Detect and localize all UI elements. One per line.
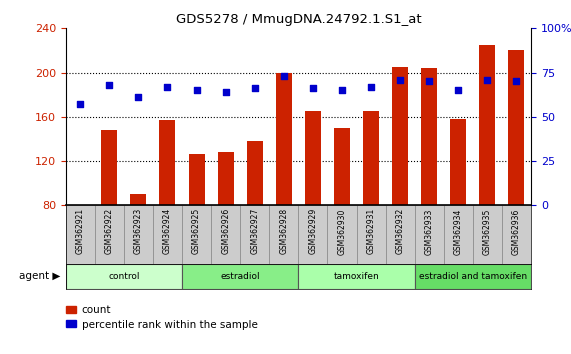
Bar xyxy=(124,205,153,264)
Point xyxy=(279,73,288,79)
Text: GSM362927: GSM362927 xyxy=(250,208,259,255)
Bar xyxy=(159,120,175,205)
Bar xyxy=(305,111,321,205)
Bar xyxy=(392,67,408,205)
Bar xyxy=(276,73,292,205)
Bar xyxy=(363,111,379,205)
Point xyxy=(221,89,230,95)
Text: estradiol: estradiol xyxy=(220,272,260,281)
Bar xyxy=(451,119,467,205)
Text: GSM362932: GSM362932 xyxy=(396,208,405,255)
Point xyxy=(425,79,434,84)
Bar xyxy=(66,264,182,289)
Text: GSM362923: GSM362923 xyxy=(134,208,143,255)
Text: percentile rank within the sample: percentile rank within the sample xyxy=(82,320,258,330)
Bar xyxy=(101,130,117,205)
Bar xyxy=(188,154,204,205)
Bar xyxy=(66,205,95,264)
Bar xyxy=(247,141,263,205)
Bar xyxy=(153,205,182,264)
Point xyxy=(163,84,172,90)
Point xyxy=(308,86,317,91)
Text: agent ▶: agent ▶ xyxy=(19,271,60,281)
Point xyxy=(512,79,521,84)
Bar xyxy=(95,205,124,264)
Bar xyxy=(473,205,502,264)
Point xyxy=(192,87,201,93)
Text: GSM362924: GSM362924 xyxy=(163,208,172,255)
Bar xyxy=(211,205,240,264)
Point xyxy=(483,77,492,82)
Bar xyxy=(502,205,531,264)
Text: GSM362928: GSM362928 xyxy=(279,208,288,255)
Point xyxy=(250,86,259,91)
Bar xyxy=(334,128,350,205)
Text: GSM362934: GSM362934 xyxy=(454,208,463,255)
Text: GSM362935: GSM362935 xyxy=(483,208,492,255)
Point xyxy=(454,87,463,93)
Point xyxy=(75,102,85,107)
Bar xyxy=(130,194,146,205)
Text: GSM362933: GSM362933 xyxy=(425,208,434,255)
Bar xyxy=(182,264,298,289)
Text: GSM362930: GSM362930 xyxy=(337,208,347,255)
Text: count: count xyxy=(82,306,111,315)
Text: estradiol and tamoxifen: estradiol and tamoxifen xyxy=(419,272,527,281)
Text: GSM362921: GSM362921 xyxy=(76,208,85,255)
Point xyxy=(337,87,347,93)
Bar xyxy=(444,205,473,264)
Bar xyxy=(298,264,415,289)
Bar xyxy=(415,205,444,264)
Bar xyxy=(182,205,211,264)
Point xyxy=(104,82,114,88)
Text: control: control xyxy=(108,272,139,281)
Bar xyxy=(240,205,270,264)
Bar xyxy=(356,205,385,264)
Text: GSM362922: GSM362922 xyxy=(105,208,114,255)
Text: GSM362926: GSM362926 xyxy=(221,208,230,255)
Point xyxy=(134,95,143,100)
Bar xyxy=(270,205,298,264)
Text: GSM362931: GSM362931 xyxy=(367,208,376,255)
Text: GSM362925: GSM362925 xyxy=(192,208,201,255)
Bar xyxy=(218,152,234,205)
Bar xyxy=(480,45,496,205)
Title: GDS5278 / MmugDNA.24792.1.S1_at: GDS5278 / MmugDNA.24792.1.S1_at xyxy=(175,13,421,26)
Bar xyxy=(298,205,327,264)
Bar xyxy=(415,264,531,289)
Text: GSM362936: GSM362936 xyxy=(512,208,521,255)
Text: tamoxifen: tamoxifen xyxy=(333,272,379,281)
Bar xyxy=(385,205,415,264)
Point xyxy=(367,84,376,90)
Bar xyxy=(421,68,437,205)
Bar xyxy=(327,205,356,264)
Point xyxy=(396,77,405,82)
Text: GSM362929: GSM362929 xyxy=(308,208,317,255)
Bar xyxy=(509,50,525,205)
